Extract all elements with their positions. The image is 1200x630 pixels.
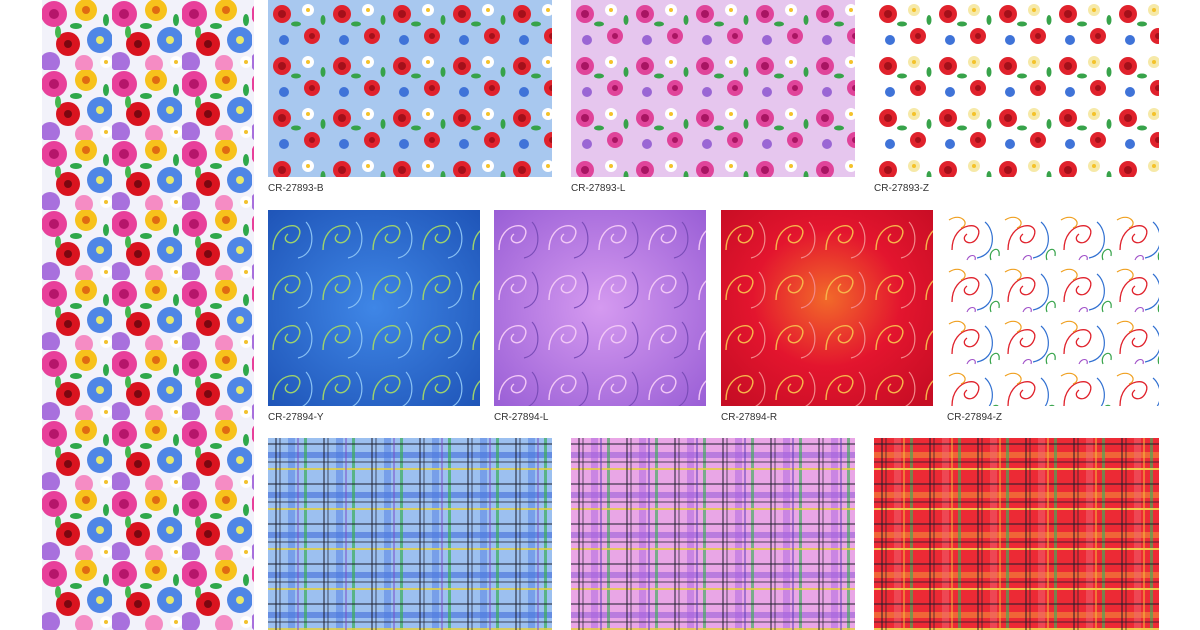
swatch-code-label: CR-27893-B (268, 183, 324, 194)
fabric-swatch-27894-y[interactable] (268, 210, 480, 406)
plaid-pattern-icon (571, 438, 855, 630)
rose-lily-floral-pattern-icon (571, 0, 855, 177)
plaid-pattern-icon (268, 438, 552, 630)
fabric-swatch-plaid-lavender[interactable] (571, 438, 855, 630)
fabric-swatch-27893-l[interactable] (571, 0, 855, 177)
swatch-code-label: CR-27893-Z (874, 183, 930, 194)
rose-lily-floral-pattern-icon (874, 0, 1159, 177)
scroll-swirl-pattern-icon (268, 210, 480, 406)
swatch-code-label: CR-27894-R (721, 412, 778, 423)
fabric-swatch-plaid-blue[interactable] (268, 438, 552, 630)
swatch-code-label: CR-27894-Z (947, 412, 1003, 423)
swatch-code-label: CR-27894-L (494, 412, 549, 423)
swatch-code-label: CR-27893-L (571, 183, 626, 194)
floral-fabric-swatch[interactable] (42, 0, 254, 630)
fabric-swatch-27894-r[interactable] (721, 210, 933, 406)
fabric-swatch-27893-z[interactable] (874, 0, 1159, 177)
fabric-swatch-27894-l[interactable] (494, 210, 706, 406)
scroll-swirl-pattern-icon (721, 210, 933, 406)
fabric-swatch-27894-z[interactable] (947, 210, 1159, 406)
scroll-swirl-pattern-icon (494, 210, 706, 406)
fabric-swatch-plaid-red[interactable] (874, 438, 1159, 630)
plaid-pattern-icon (874, 438, 1159, 630)
multicolor-floral-pattern-icon (42, 0, 254, 630)
swatch-code-label: CR-27894-Y (268, 412, 324, 423)
fabric-swatch-27893-b[interactable] (268, 0, 552, 177)
rose-lily-floral-pattern-icon (268, 0, 552, 177)
scroll-swirl-pattern-icon (947, 210, 1159, 406)
